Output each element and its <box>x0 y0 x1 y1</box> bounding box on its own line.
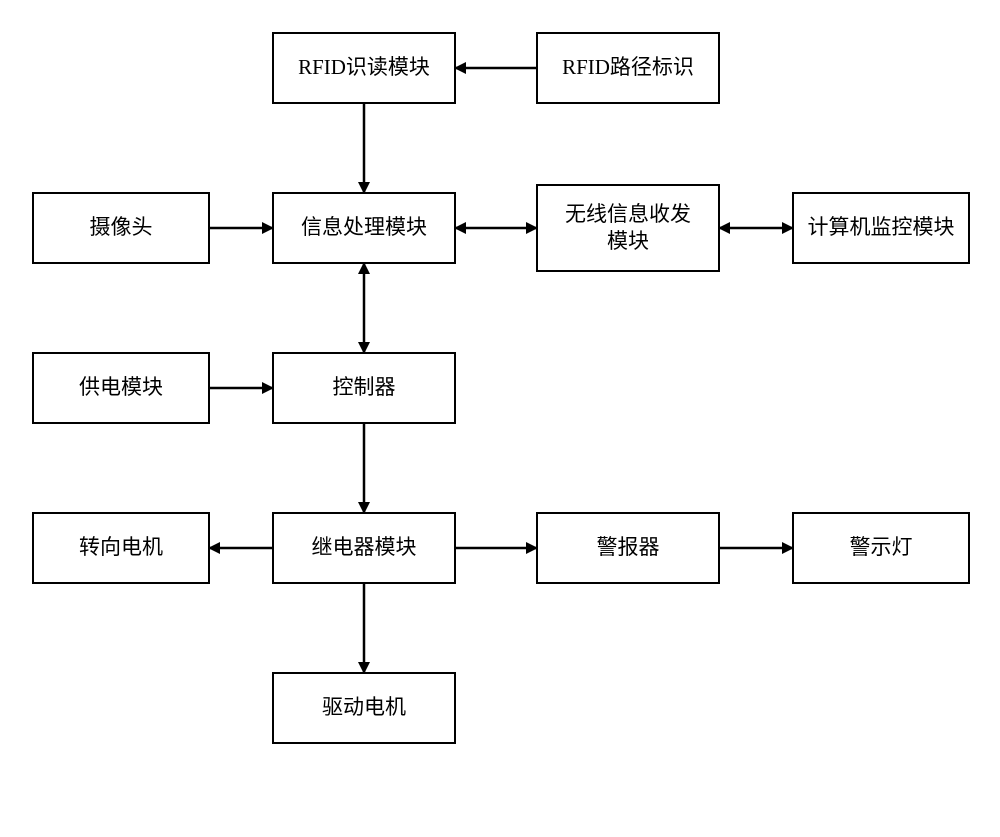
node-label: RFID路径标识 <box>562 54 694 81</box>
node-label: 继电器模块 <box>312 534 417 561</box>
node-label: RFID识读模块 <box>298 54 430 81</box>
node-relay: 继电器模块 <box>272 512 456 584</box>
node-rfid_reader: RFID识读模块 <box>272 32 456 104</box>
node-steering: 转向电机 <box>32 512 210 584</box>
node-controller: 控制器 <box>272 352 456 424</box>
node-alarm: 警报器 <box>536 512 720 584</box>
node-label: 警报器 <box>597 534 660 561</box>
node-label: 计算机监控模块 <box>808 214 955 241</box>
diagram-canvas: RFID识读模块 RFID路径标识摄像头 信息处理模块 无线信息收发 模块 计算机监控模… <box>0 0 1000 837</box>
node-light: 警示灯 <box>792 512 970 584</box>
node-label: 转向电机 <box>79 534 163 561</box>
node-label: 信息处理模块 <box>301 214 427 241</box>
node-wireless: 无线信息收发 模块 <box>536 184 720 272</box>
node-drive_motor: 驱动电机 <box>272 672 456 744</box>
node-label: 供电模块 <box>79 374 163 401</box>
node-label: 控制器 <box>333 374 396 401</box>
node-monitor: 计算机监控模块 <box>792 192 970 264</box>
node-label: 驱动电机 <box>322 694 406 721</box>
node-info_proc: 信息处理模块 <box>272 192 456 264</box>
node-rfid_path: RFID路径标识 <box>536 32 720 104</box>
node-power: 供电模块 <box>32 352 210 424</box>
node-label: 无线信息收发 模块 <box>565 201 691 256</box>
node-label: 摄像头 <box>90 214 153 241</box>
node-camera: 摄像头 <box>32 192 210 264</box>
node-label: 警示灯 <box>850 534 913 561</box>
